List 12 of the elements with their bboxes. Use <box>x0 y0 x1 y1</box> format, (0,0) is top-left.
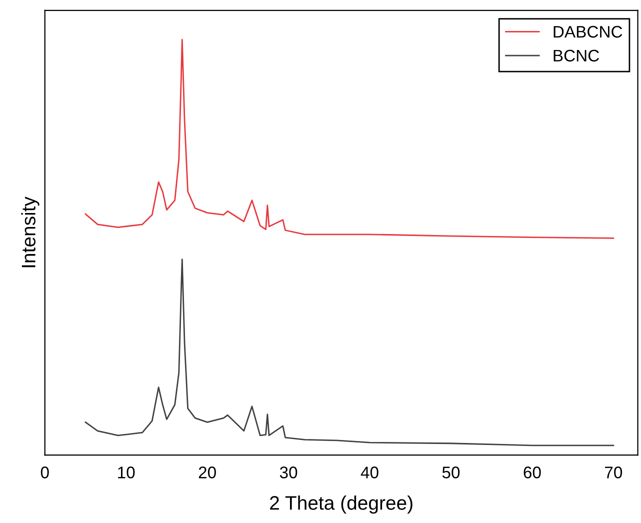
x-tick-label: 70 <box>605 466 622 478</box>
x-tick-label: 60 <box>524 466 541 478</box>
x-tick-label: 20 <box>198 466 216 478</box>
y-axis-title: Intensity <box>21 196 40 268</box>
x-tick-label: 0 <box>40 466 49 478</box>
x-axis-title: 2 Theta (degree) <box>270 496 412 514</box>
x-tick-label: 10 <box>118 466 135 478</box>
x-tick-label: 40 <box>360 466 378 478</box>
legend-label: DABCNC <box>554 26 622 38</box>
legend-label: BCNC <box>554 50 600 62</box>
x-tick-label: 50 <box>442 466 460 478</box>
x-tick-label: 30 <box>280 466 298 478</box>
